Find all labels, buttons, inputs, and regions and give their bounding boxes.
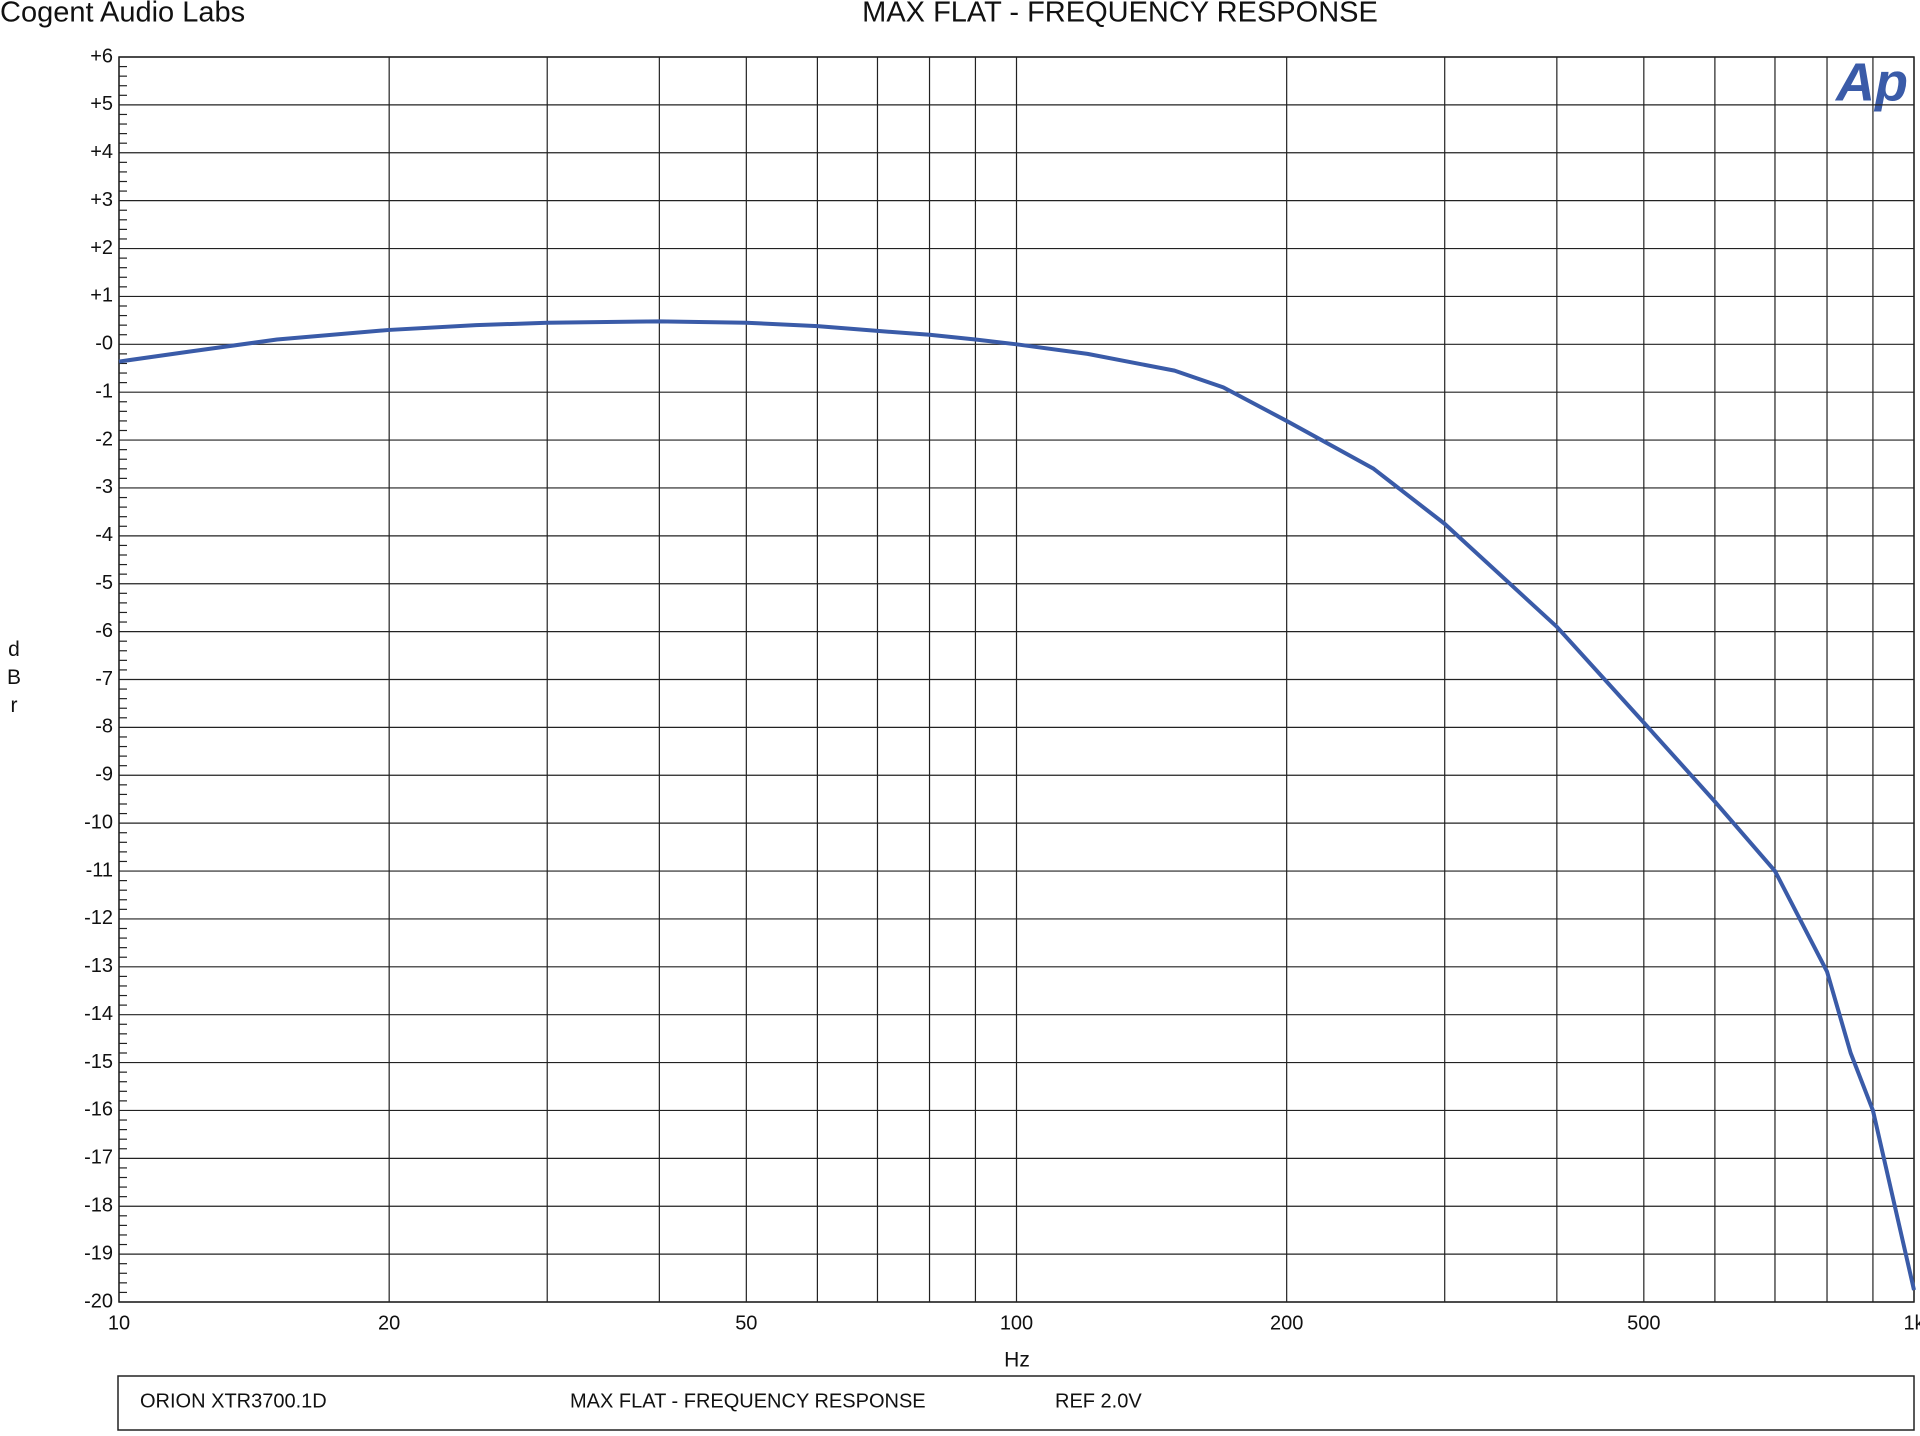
y-tick-label: -5 [95, 572, 113, 594]
y-tick-label: +6 [90, 45, 113, 67]
x-tick-label: 10 [108, 1312, 130, 1334]
x-tick-label: 500 [1627, 1312, 1660, 1334]
y-tick-label: -10 [84, 811, 113, 833]
y-tick-label: -20 [84, 1290, 113, 1312]
y-tick-label: -19 [84, 1242, 113, 1264]
x-tick-label: 20 [378, 1312, 400, 1334]
x-tick-label: 100 [1000, 1312, 1033, 1334]
y-tick-label: -11 [86, 859, 113, 881]
y-tick-label: -17 [84, 1147, 113, 1169]
logo: Ap [1834, 52, 1908, 112]
x-tick-label: 1k [1903, 1312, 1920, 1334]
y-tick-label: -12 [84, 907, 113, 929]
y-tick-label: -15 [84, 1051, 113, 1073]
y-tick-label: -2 [95, 428, 113, 450]
footer-text: REF 2.0V [1055, 1390, 1142, 1412]
y-tick-label: -9 [95, 764, 113, 786]
y-tick-label: -14 [84, 1003, 113, 1025]
y-tick-label: +2 [90, 237, 113, 259]
y-tick-label: +4 [90, 141, 113, 163]
y-tick-label: -1 [95, 380, 113, 402]
y-tick-label: -8 [95, 716, 113, 738]
plot-frame [118, 56, 1915, 1303]
x-tick-label: 50 [735, 1312, 757, 1334]
y-tick-label: +3 [90, 189, 113, 211]
y-tick-label: -13 [84, 955, 113, 977]
y-tick-label: -16 [84, 1099, 113, 1121]
footer-box [117, 1375, 1915, 1431]
footer-text: MAX FLAT - FREQUENCY RESPONSE [570, 1390, 926, 1412]
y-tick-label: +5 [90, 93, 113, 115]
x-axis-label: Hz [1004, 1349, 1030, 1372]
y-tick-label: -7 [95, 668, 113, 690]
y-tick-label: -4 [95, 524, 113, 546]
y-tick-label: -0 [95, 333, 113, 355]
y-tick-label: -6 [95, 620, 113, 642]
footer-text: ORION XTR3700.1D [140, 1390, 327, 1412]
y-tick-label: -3 [95, 476, 113, 498]
y-tick-label: -18 [84, 1195, 113, 1217]
data-line [118, 319, 1916, 1291]
y-tick-label: +1 [90, 285, 113, 307]
x-tick-label: 200 [1270, 1312, 1303, 1334]
chart-title: MAX FLAT - FREQUENCY RESPONSE [862, 0, 1378, 29]
header: Cogent Audio Labs [0, 0, 245, 29]
